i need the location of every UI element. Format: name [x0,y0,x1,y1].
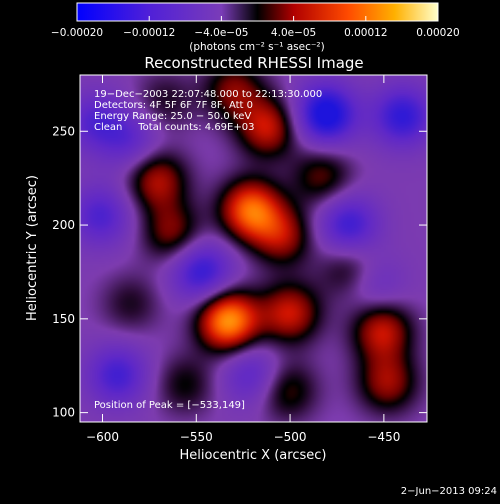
chart-title: Reconstructed RHESSI Image [144,54,363,72]
colorbar-tick-label: 4.0e−05 [271,27,316,39]
x-tick-label: −500 [274,430,307,444]
annotation-time-range: 19−Dec−2003 22:07:48.000 to 22:13:30.000 [94,89,322,100]
x-axis-ticks: −600 −550 −500 −450 [86,75,400,444]
plot-image-area [80,75,427,422]
x-tick-label: −600 [86,430,119,444]
y-tick-label: 250 [52,124,75,138]
y-axis-ticks: 100 150 200 250 [52,124,427,420]
annotation-block: 19−Dec−2003 22:07:48.000 to 22:13:30.000… [94,89,322,133]
x-axis-label: Heliocentric X (arcsec) [180,448,327,463]
y-tick-label: 200 [52,218,75,232]
annotation-detectors: Detectors: 4F 5F 6F 7F 8F, Att 0 [94,100,253,111]
annotation-total-counts: Clean Total counts: 4.69E+03 [94,122,254,133]
annotation-energy-range: Energy Range: 25.0 − 50.0 keV [94,111,251,122]
heatmap-image [80,75,427,422]
colorbar-tick-label: 0.00012 [344,27,387,39]
footer-date: 2−Jun−2013 09:24 [401,486,497,497]
colorbar-ticks: −0.00020 −0.00012 −4.0e−05 4.0e−05 0.00012 0.… [51,16,460,39]
colorbar-tick-label: 0.00020 [416,27,459,39]
plot-frame [79,74,428,423]
y-axis-label: Heliocentric Y (arcsec) [25,175,40,321]
y-tick-label: 100 [52,406,75,420]
colorbar-tick-label: −0.00020 [51,27,103,39]
y-tick-label: 150 [52,312,75,326]
x-tick-label: −550 [180,430,213,444]
colorbar-tick-label: −0.00012 [123,27,175,39]
colorbar [76,2,439,22]
colorbar-tick-label: −4.0e−05 [194,27,248,39]
x-tick-label: −450 [367,430,400,444]
peak-position-label: Position of Peak = [−533,149] [94,400,245,411]
colorbar-units-label: (photons cm⁻² s⁻¹ asec⁻²) [189,41,324,53]
